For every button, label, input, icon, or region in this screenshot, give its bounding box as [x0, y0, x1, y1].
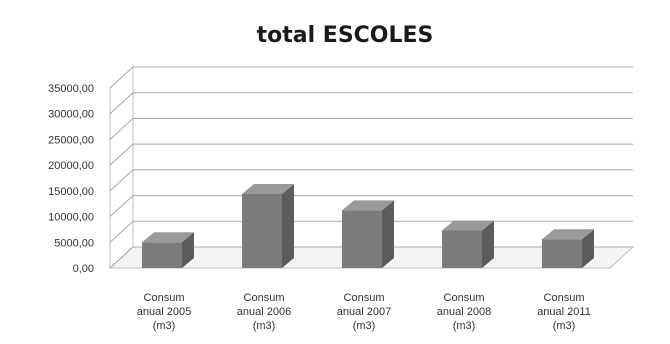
bar-side	[282, 183, 294, 268]
bar-front	[442, 230, 482, 268]
y-tick-label: 25000,00	[48, 134, 94, 146]
bar-top	[342, 200, 394, 211]
gridline-side	[109, 169, 134, 192]
y-tick-label: 15000,00	[48, 186, 94, 198]
x-tick-label: Consum anual 2008 (m3)	[437, 292, 491, 332]
bar-front	[142, 242, 182, 268]
bar-top	[142, 232, 194, 243]
y-tick-label: 35000,00	[48, 83, 94, 95]
x-tick-label: Consum anual 2005 (m3)	[137, 292, 191, 332]
bar-side	[182, 232, 194, 268]
gridline-side	[109, 92, 134, 115]
bar-front	[342, 210, 382, 268]
bar	[242, 183, 294, 268]
gridline-side	[109, 246, 134, 269]
bar	[442, 220, 494, 268]
y-tick-label: 30000,00	[48, 109, 94, 121]
bar	[542, 229, 594, 268]
bar-side	[582, 229, 594, 268]
x-tick-label: Consum anual 2006 (m3)	[237, 292, 291, 332]
bar-top	[242, 183, 294, 194]
y-tick-label: 20000,00	[48, 160, 94, 172]
chart-title: total ESCOLES	[257, 23, 434, 48]
y-tick-label: 5000,00	[54, 237, 94, 249]
gridline-side	[109, 118, 134, 140]
bar	[342, 200, 394, 268]
bars	[142, 183, 594, 268]
bar	[142, 232, 194, 268]
gridline-side	[109, 195, 134, 217]
bar-top	[442, 220, 494, 231]
y-tick-label: 0,00	[73, 263, 94, 275]
gridline-side	[109, 66, 134, 89]
x-axis: Consum anual 2005 (m3) Consum anual 2006 (m3)…	[137, 292, 591, 332]
bar-top	[542, 229, 594, 240]
bar-front	[542, 239, 582, 268]
x-tick-label: Consum anual 2011 (m3)	[537, 292, 591, 332]
x-tick-label: Consum anual 2007 (m3)	[337, 292, 391, 332]
gridline-side	[109, 220, 134, 243]
bar-side	[382, 200, 394, 268]
bar-side	[482, 220, 494, 268]
gridline-side	[109, 143, 134, 166]
y-tick-label: 10000,00	[48, 212, 94, 224]
y-axis: 0,00 5000,00 10000,00 15000,00 20000,00 25000…	[48, 83, 94, 275]
bar-front	[242, 193, 282, 268]
